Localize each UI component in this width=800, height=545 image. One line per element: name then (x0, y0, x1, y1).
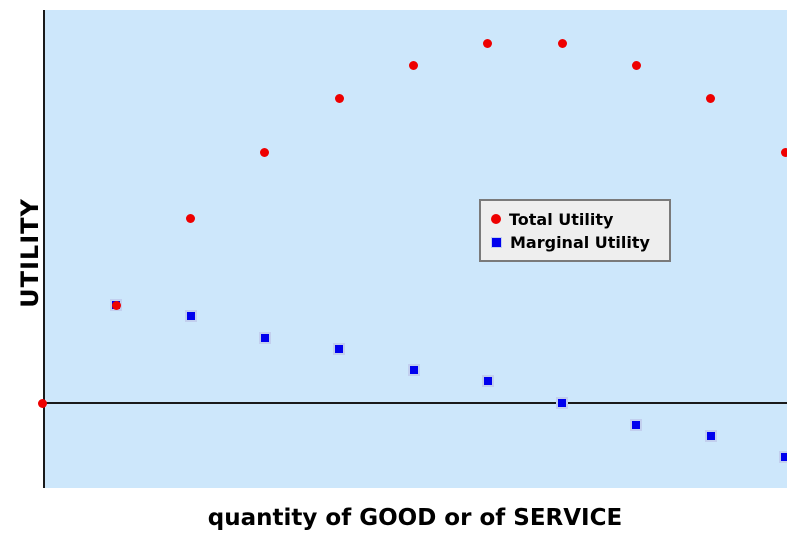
total-utility-point (557, 39, 567, 49)
marker-layer (0, 10, 787, 488)
y-axis-line (43, 10, 45, 488)
marginal-utility-point (333, 342, 346, 355)
marginal-utility-point (407, 364, 420, 377)
marginal-utility-point (630, 418, 643, 431)
legend-item-total-utility: Total Utility (491, 210, 669, 229)
total-utility-point (780, 148, 787, 158)
blue-square-icon (491, 236, 502, 248)
chart-legend: Total Utility Marginal Utility (479, 199, 671, 262)
marginal-utility-point (779, 451, 787, 464)
total-utility-point (334, 93, 344, 103)
y-axis-label: UTILITY (16, 198, 44, 308)
total-utility-point (186, 213, 196, 223)
x-axis-label: quantity of GOOD or of SERVICE (207, 505, 623, 531)
total-utility-point (483, 39, 493, 49)
red-dot-icon (491, 214, 501, 224)
total-utility-point (111, 300, 121, 310)
total-utility-point (706, 93, 716, 103)
legend-label: Marginal Utility (510, 232, 650, 252)
x-axis-zero-line (43, 402, 787, 404)
legend-item-marginal-utility: Marginal Utility (491, 233, 669, 252)
legend-label: Total Utility (509, 209, 614, 229)
total-utility-point (631, 61, 641, 71)
marginal-utility-point (481, 375, 494, 388)
marginal-utility-point (258, 331, 271, 344)
total-utility-point (409, 61, 418, 71)
marginal-utility-point (556, 397, 569, 409)
total-utility-point (37, 398, 47, 408)
marginal-utility-point (704, 429, 717, 442)
total-utility-point (260, 148, 270, 158)
marginal-utility-point (184, 309, 197, 322)
